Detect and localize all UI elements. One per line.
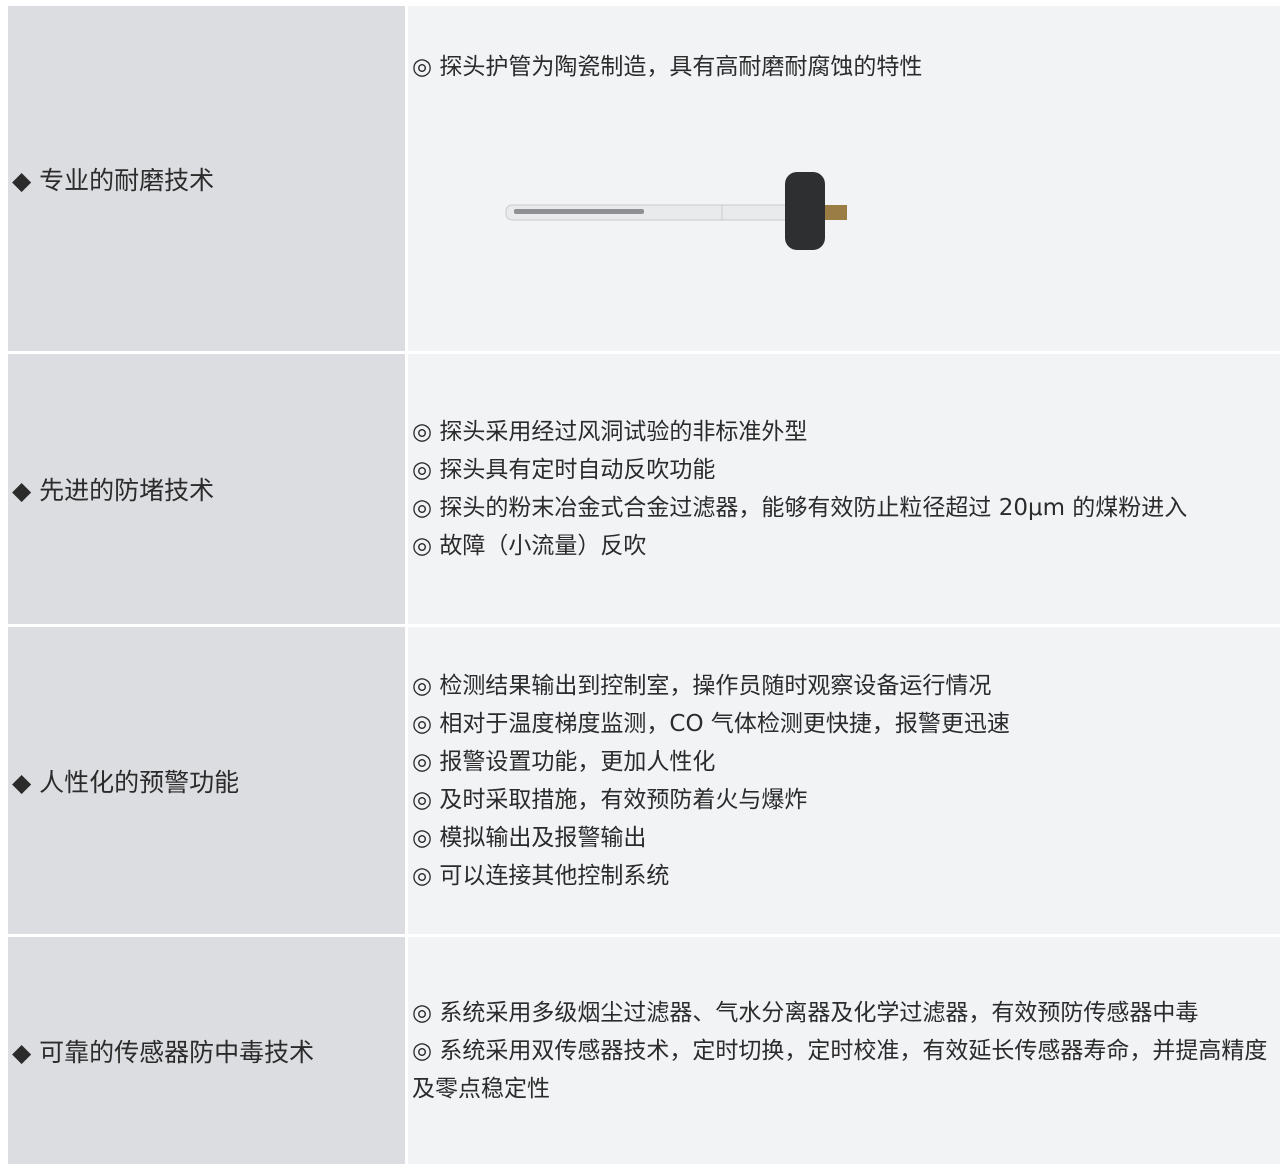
detail-line: ◎ 系统采用双传感器技术，定时切换，定时校准，有效延长传感器寿命，并提高精度及零… [412, 1037, 1268, 1102]
feature-details: ◎ 探头采用经过风洞试验的非标准外型 ◎ 探头具有定时自动反吹功能 ◎ 探头的粉末冶… [408, 354, 1280, 624]
detail-line: ◎ 探头护管为陶瓷制造，具有高耐磨耐腐蚀的特性 [412, 54, 923, 80]
detail-line: ◎ 相对于温度梯度监测，CO 气体检测更快捷，报警更迅速 [412, 710, 1010, 737]
detail-line: ◎ 及时采取措施，有效预防着火与爆炸 [412, 786, 808, 813]
table-row: ◆ 人性化的预警功能 ◎ 检测结果输出到控制室，操作员随时观察设备运行情况 ◎ 相对… [8, 627, 1280, 934]
table-row: ◆ 先进的防堵技术 ◎ 探头采用经过风洞试验的非标准外型 ◎ 探头具有定时自动反吹功… [8, 354, 1280, 624]
feature-details: ◎ 检测结果输出到控制室，操作员随时观察设备运行情况 ◎ 相对于温度梯度监测，CO… [408, 627, 1280, 934]
feature-label: ◆ 专业的耐磨技术 [8, 6, 405, 351]
feature-label: ◆ 先进的防堵技术 [8, 354, 405, 624]
feature-details: ◎ 系统采用多级烟尘过滤器、气水分离器及化学过滤器，有效预防传感器中毒 ◎ 系统采… [408, 937, 1280, 1164]
feature-table: ◆ 专业的耐磨技术 ◎ 探头护管为陶瓷制造，具有高耐磨耐腐蚀的特性 ◆ 先进的防堵技… [8, 6, 1280, 1167]
table-row: ◆ 可靠的传感器防中毒技术 ◎ 系统采用多级烟尘过滤器、气水分离器及化学过滤器，有… [8, 937, 1280, 1164]
feature-details: ◎ 探头护管为陶瓷制造，具有高耐磨耐腐蚀的特性 [408, 6, 1280, 351]
detail-line: ◎ 探头具有定时自动反吹功能 [412, 457, 716, 483]
feature-label: ◆ 人性化的预警功能 [8, 627, 405, 934]
feature-label: ◆ 可靠的传感器防中毒技术 [8, 937, 405, 1164]
detail-line: ◎ 系统采用多级烟尘过滤器、气水分离器及化学过滤器，有效预防传感器中毒 [412, 999, 1199, 1026]
table-row: ◆ 专业的耐磨技术 ◎ 探头护管为陶瓷制造，具有高耐磨耐腐蚀的特性 [8, 6, 1280, 351]
detail-line: ◎ 探头采用经过风洞试验的非标准外型 [412, 419, 808, 445]
detail-line: ◎ 故障（小流量）反吹 [412, 533, 647, 559]
detail-line: ◎ 模拟输出及报警输出 [412, 824, 647, 851]
detail-line: ◎ 探头的粉末冶金式合金过滤器，能够有效防止粒径超过 20μm 的煤粉进入 [412, 495, 1188, 521]
detail-line: ◎ 报警设置功能，更加人性化 [412, 748, 716, 775]
detail-line: ◎ 检测结果输出到控制室，操作员随时观察设备运行情况 [412, 672, 992, 699]
detail-line: ◎ 可以连接其他控制系统 [412, 862, 670, 889]
probe-image [505, 172, 847, 250]
